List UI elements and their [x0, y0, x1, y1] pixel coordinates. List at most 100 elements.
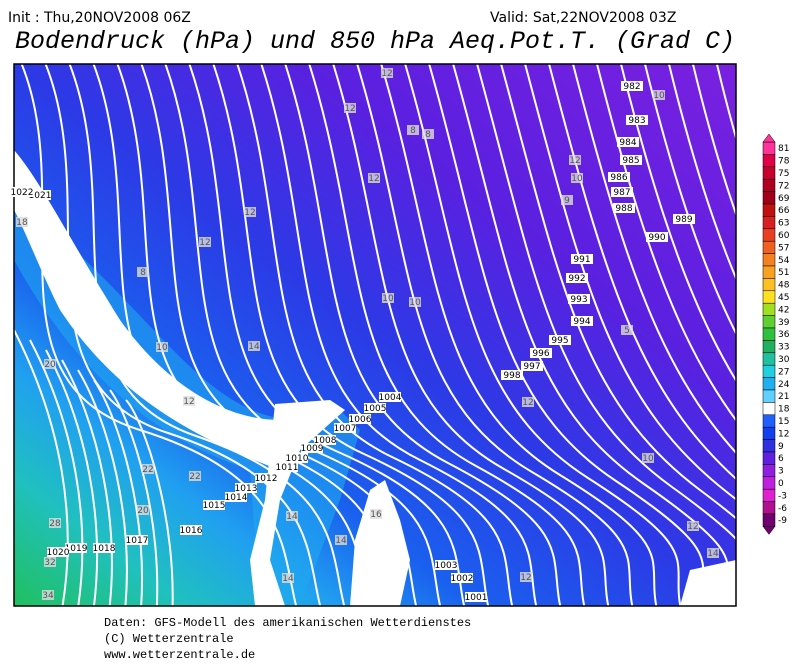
- temp-label-bg: [422, 129, 434, 139]
- isobar-label-bg: [566, 273, 588, 283]
- isobar-label: 1012: [255, 474, 278, 484]
- isobar-label: 1013: [235, 484, 258, 494]
- temp-label-bg: [368, 173, 380, 183]
- temp-label-bg: [687, 521, 699, 531]
- isobar: [236, 64, 514, 606]
- temp-label-bg: [520, 572, 532, 582]
- color-swatch: [762, 315, 776, 329]
- isobar-label: 996: [532, 349, 549, 359]
- map-title: Bodendruck (hPa) und 850 hPa Aeq.Pot.T. …: [15, 27, 735, 56]
- temp-label-bg: [137, 505, 149, 515]
- isobar: [476, 64, 736, 541]
- colorbar-label: 45: [778, 293, 789, 303]
- isobar-label: 1007: [334, 424, 357, 434]
- isobar-label-bg: [568, 294, 590, 304]
- isobar: [788, 60, 803, 620]
- temp-label-bg: [156, 342, 168, 352]
- isobar-label-bg: [126, 535, 148, 545]
- isobar-label-bg: [611, 187, 633, 197]
- isobar: [29, 339, 84, 606]
- temp-label-bg: [642, 453, 654, 463]
- isobar: [548, 64, 736, 481]
- white-area: [680, 560, 736, 606]
- temp-label-bg: [44, 557, 56, 567]
- isobar: [260, 64, 538, 606]
- colorbar-label: 48: [778, 281, 790, 291]
- isobar: [164, 64, 442, 606]
- isobar-label-bg: [334, 423, 356, 433]
- isobar-label: 985: [622, 156, 639, 166]
- isobar-label-bg: [620, 155, 642, 165]
- temp-label: 32: [44, 558, 55, 568]
- isobar-label-bg: [608, 172, 630, 182]
- temp-label-bg: [49, 518, 61, 528]
- isobar-label-bg: [646, 232, 668, 242]
- colorbar-label: 78: [778, 157, 790, 167]
- temp-label: 12: [183, 397, 194, 407]
- isobar-label: 1006: [349, 415, 372, 425]
- isobar: [619, 64, 736, 383]
- isobar-label: 987: [613, 188, 630, 198]
- isobar-label-bg: [65, 543, 87, 553]
- colorbar-label: 72: [778, 181, 789, 191]
- temp-label-bg: [621, 325, 633, 335]
- isobar: [188, 64, 466, 606]
- temp-label: 14: [707, 549, 719, 559]
- isobar-label-bg: [235, 483, 257, 493]
- color-swatch: [762, 352, 776, 366]
- isobar-label-bg: [549, 335, 571, 345]
- temp-label: 22: [142, 465, 153, 475]
- isobar-label: 989: [675, 215, 692, 225]
- isobar: [14, 329, 69, 606]
- temp-label: 14: [335, 536, 347, 546]
- isobar-label: 1021: [29, 191, 52, 201]
- isobar-label: 984: [619, 138, 636, 148]
- temp-label-bg: [370, 509, 382, 519]
- isobar: [109, 389, 159, 606]
- isobar-label-bg: [47, 547, 69, 557]
- isobar-label-bg: [530, 348, 552, 358]
- temp-label-bg: [335, 535, 347, 545]
- color-swatch: [762, 327, 776, 341]
- isobar-label-bg: [465, 592, 487, 602]
- isobar-label: 998: [503, 371, 520, 381]
- temp-label: 22: [189, 472, 200, 482]
- isobar: [308, 64, 586, 606]
- isobar-label-bg: [435, 560, 457, 570]
- color-swatch: [762, 464, 776, 478]
- temp-label: 12: [381, 69, 392, 79]
- isobar-label-bg: [571, 316, 593, 326]
- isobar: [524, 64, 736, 501]
- temp-label: 14: [282, 574, 294, 584]
- temp-label-bg: [16, 217, 28, 227]
- isobar: [68, 64, 346, 606]
- colorbar-label: -9: [778, 516, 787, 526]
- color-swatch: [762, 141, 776, 155]
- colorbar-label: 63: [778, 219, 789, 229]
- temp-label-bg: [707, 548, 719, 558]
- temp-label: 12: [244, 208, 255, 218]
- colorbar-label: 3: [778, 467, 784, 477]
- colorbar-label: 21: [778, 392, 789, 402]
- colorbar-label: 18: [778, 405, 790, 415]
- color-swatch: [762, 389, 776, 403]
- isobar-label-bg: [571, 254, 593, 264]
- isobar-label-bg: [673, 214, 695, 224]
- isobar: [380, 64, 658, 606]
- colorbar-label: 15: [778, 417, 789, 427]
- isobar-label: 982: [623, 82, 640, 92]
- colorbar-cap: [762, 526, 776, 535]
- isobar-label-bg: [180, 525, 202, 535]
- isobar-label: 1019: [65, 544, 88, 554]
- isobar-label-bg: [626, 115, 648, 125]
- color-swatch: [762, 476, 776, 490]
- isobar-label-bg: [364, 403, 386, 413]
- color-swatch: [762, 290, 776, 304]
- temp-label: 8: [140, 268, 146, 278]
- colorbar-label: 42: [778, 305, 789, 315]
- color-swatch: [762, 166, 776, 180]
- colorbar-label: 66: [778, 206, 790, 216]
- color-swatch: [762, 278, 776, 292]
- isobar: [125, 399, 174, 606]
- colorbar-label: -3: [778, 491, 787, 501]
